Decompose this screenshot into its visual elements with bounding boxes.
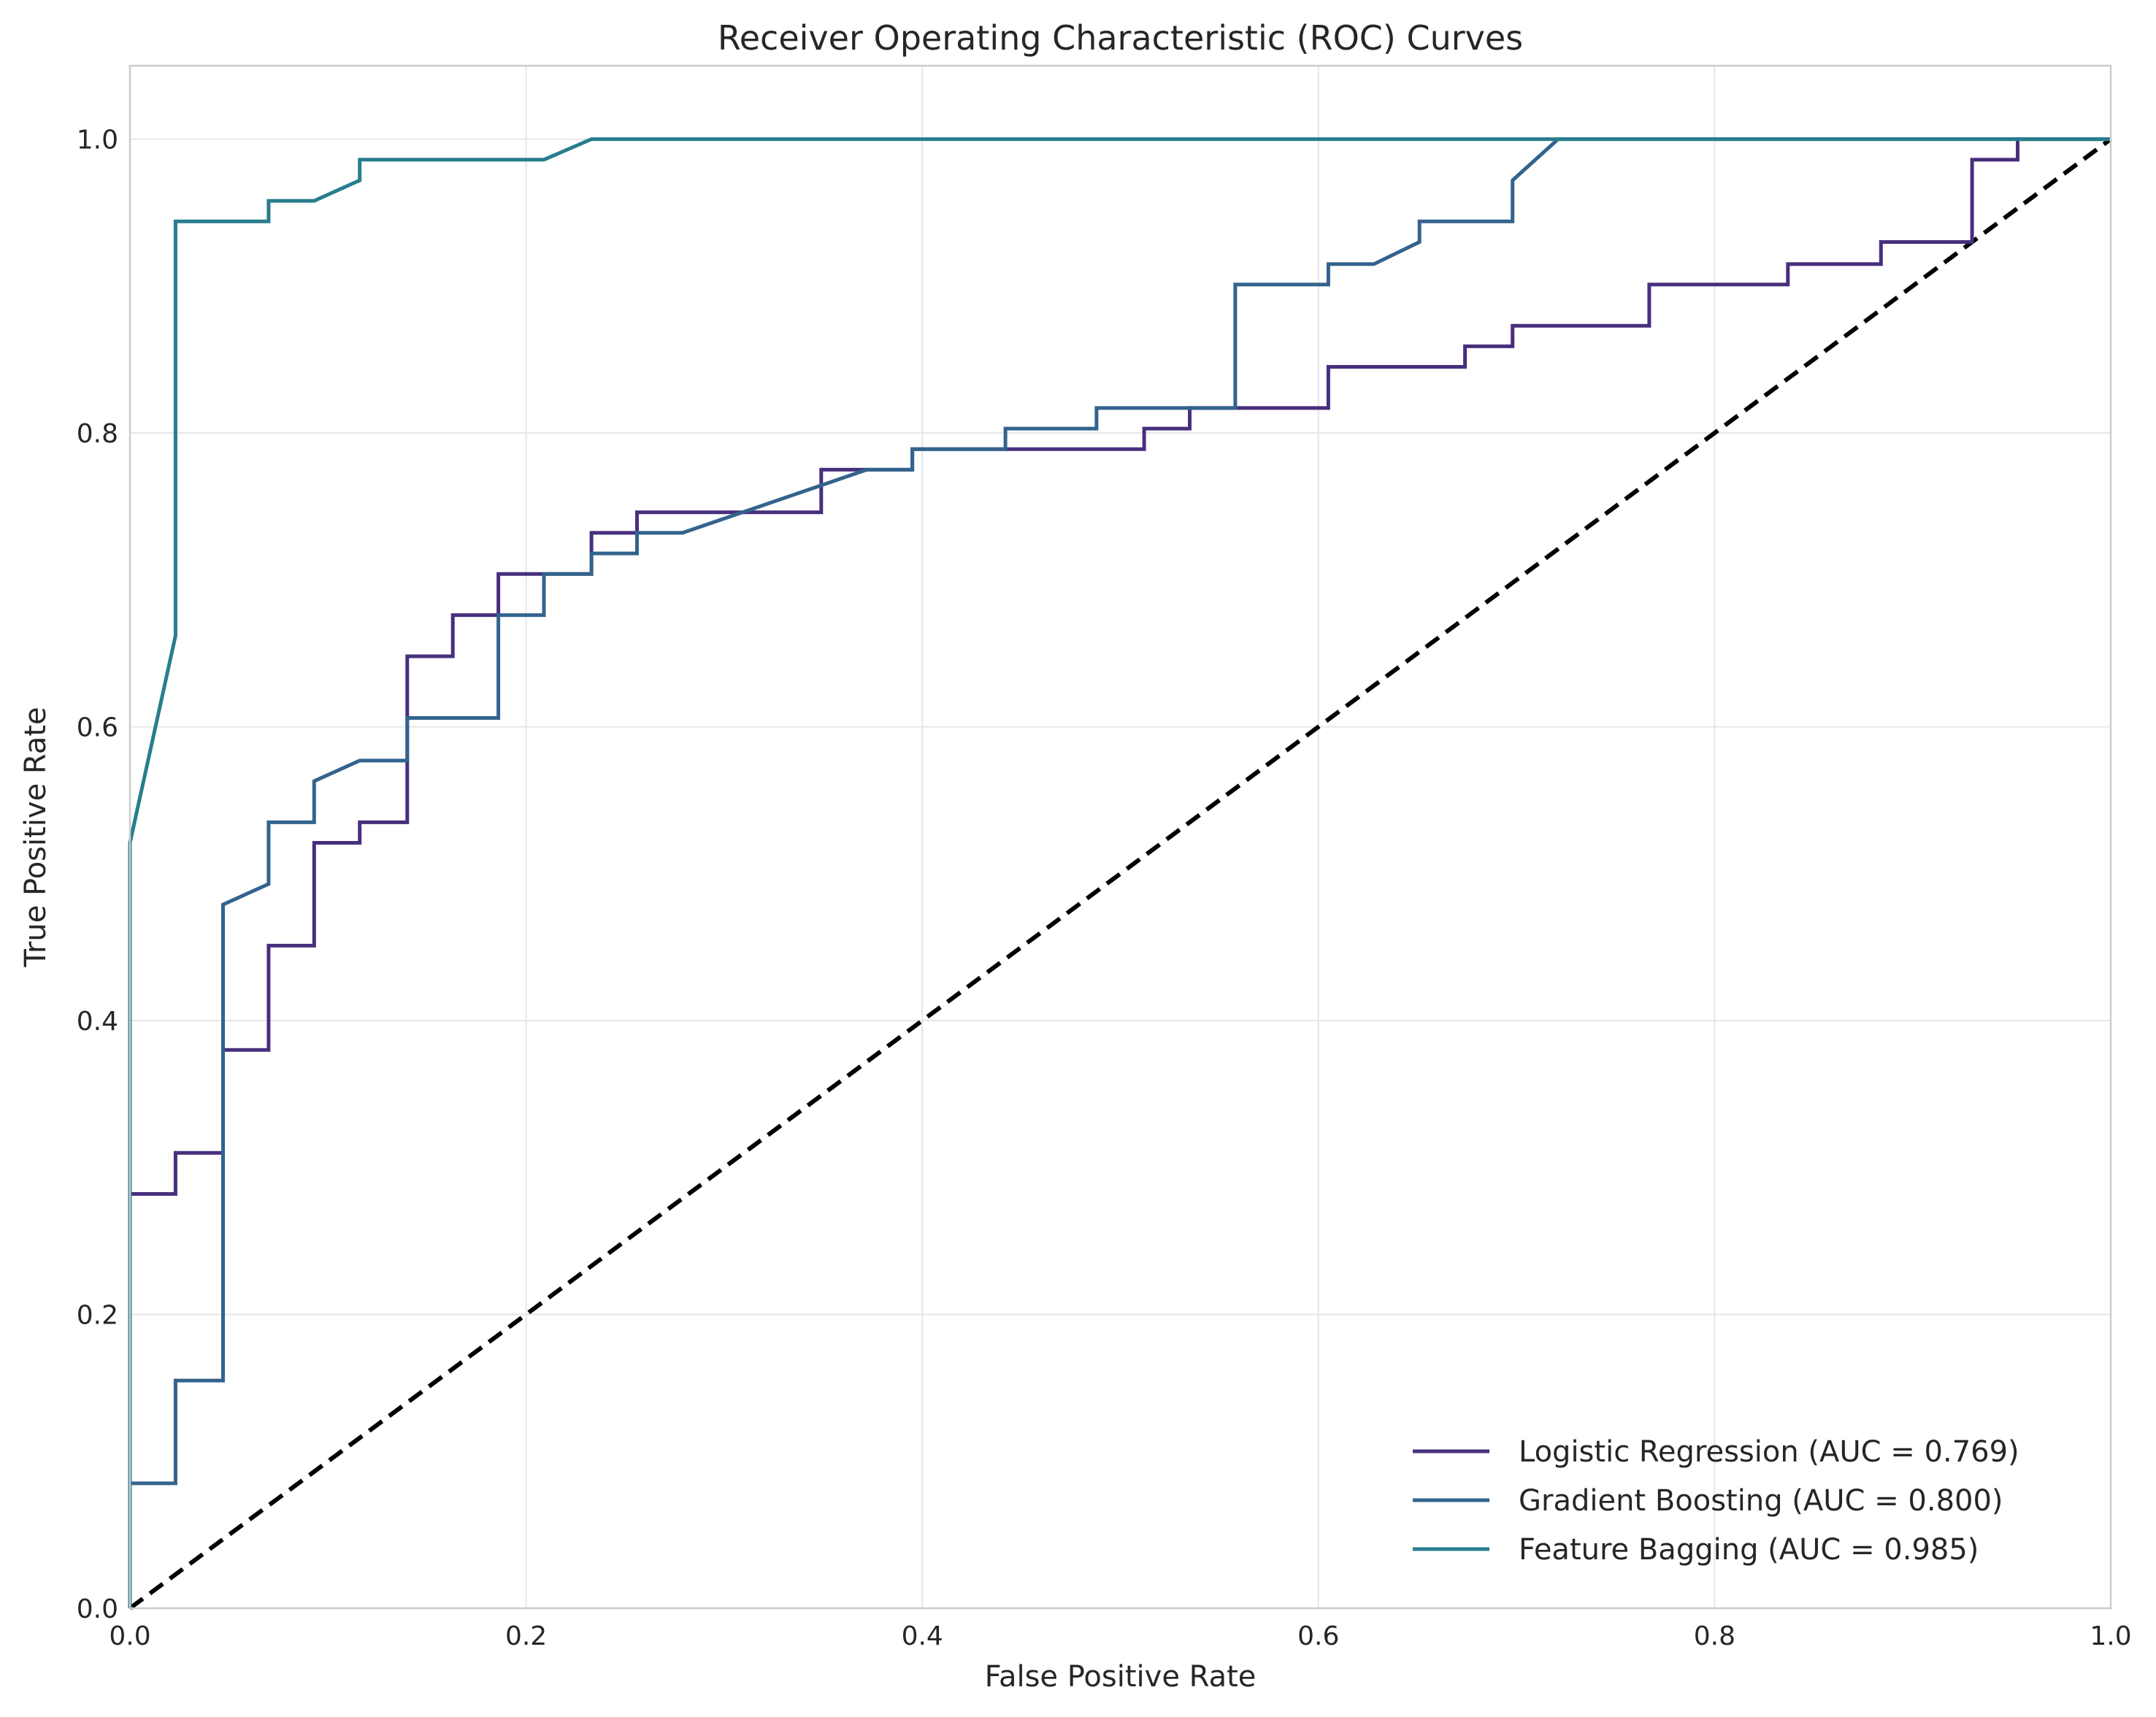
y-tick-label: 0.0 xyxy=(77,1594,118,1624)
x-tick-label: 0.0 xyxy=(109,1621,150,1651)
grid xyxy=(129,66,2111,1609)
legend-label: Feature Bagging (AUC = 0.985) xyxy=(1519,1533,1979,1567)
chance-diagonal-line xyxy=(128,137,2112,1610)
legend: Logistic Regression (AUC = 0.769) Gradien… xyxy=(1413,1435,2019,1567)
x-tick-label: 0.6 xyxy=(1297,1621,1339,1651)
x-tick-label: 1.0 xyxy=(2090,1621,2131,1651)
x-tick-label: 0.8 xyxy=(1694,1621,1735,1651)
legend-label: Gradient Boosting (AUC = 0.800) xyxy=(1519,1484,2003,1518)
legend-label: Logistic Regression (AUC = 0.769) xyxy=(1519,1435,2019,1469)
series-line-1 xyxy=(128,137,2111,1608)
chart-title: Receiver Operating Characteristic (ROC) … xyxy=(718,18,1523,58)
y-tick-label: 1.0 xyxy=(77,126,118,155)
series-lines xyxy=(128,137,2111,1608)
series-line-2 xyxy=(128,137,2111,1608)
x-axis-label: False Positive Rate xyxy=(985,1660,1257,1694)
x-ticks: 0.0 0.2 0.4 0.6 0.8 1.0 xyxy=(109,1621,2131,1651)
y-tick-label: 0.4 xyxy=(77,1007,118,1037)
y-tick-label: 0.6 xyxy=(77,713,118,743)
y-tick-label: 0.8 xyxy=(77,419,118,449)
chance-line-group xyxy=(128,137,2112,1610)
y-tick-label: 0.2 xyxy=(77,1301,118,1331)
y-ticks: 0.0 0.2 0.4 0.6 0.8 1.0 xyxy=(77,126,118,1624)
plot-frame xyxy=(128,64,2112,1610)
y-axis-label: True Positive Rate xyxy=(19,707,53,967)
x-tick-label: 0.4 xyxy=(902,1621,943,1651)
series-line-0 xyxy=(128,137,2111,1608)
x-tick-label: 0.2 xyxy=(505,1621,547,1651)
